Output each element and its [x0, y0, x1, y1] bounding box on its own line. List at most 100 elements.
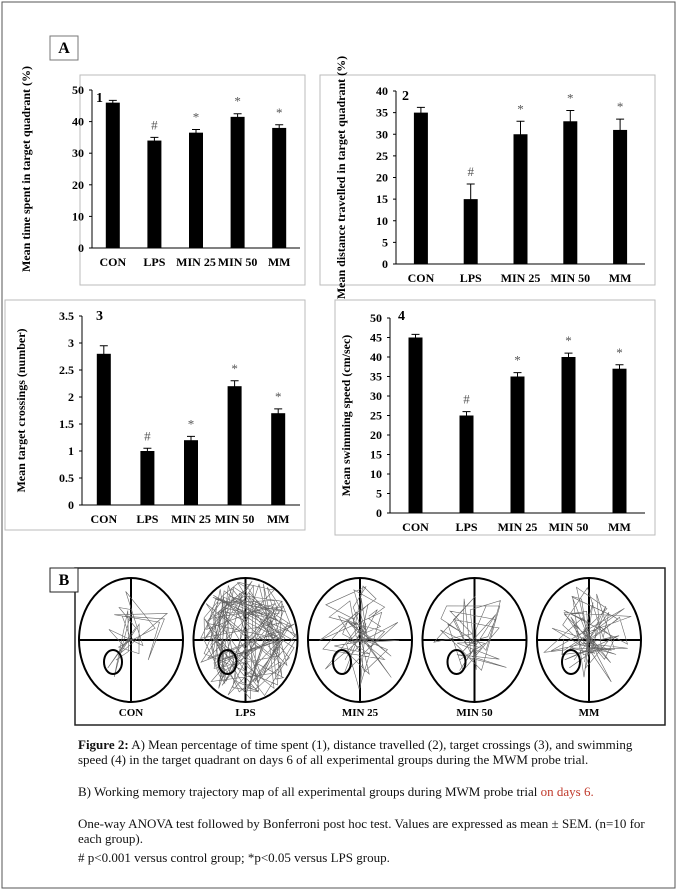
bar [514, 134, 528, 264]
figure-page: A B 010203040501Mean time spent in targe… [0, 0, 677, 890]
x-tick-label: MIN 25 [498, 520, 538, 534]
y-tick-label: 10 [370, 467, 382, 481]
x-tick-label: LPS [460, 271, 482, 285]
chart-box [320, 75, 655, 285]
significance-marker: * [193, 110, 200, 125]
x-tick-label: LPS [455, 520, 477, 534]
y-tick-label: 15 [370, 448, 382, 462]
bar [106, 103, 120, 248]
platform [448, 650, 466, 674]
x-tick-label: MIN 25 [171, 512, 211, 526]
trajectory-label: MM [579, 707, 600, 719]
x-tick-label: MIN 50 [550, 271, 590, 285]
y-tick-label: 40 [72, 115, 84, 129]
significance-marker: # [467, 164, 474, 179]
bar [271, 413, 285, 505]
significance-marker: * [565, 333, 572, 348]
platform [333, 650, 351, 674]
y-tick-label: 40 [370, 350, 382, 364]
y-tick-label: 10 [376, 214, 388, 228]
x-tick-label: MIN 25 [501, 271, 541, 285]
y-axis-label: Mean time spent in target quadrant (%) [19, 66, 33, 272]
significance-marker: * [234, 94, 241, 109]
x-tick-label: CON [408, 271, 435, 285]
platform [219, 650, 237, 674]
bar [563, 121, 577, 264]
y-tick-label: 3 [68, 336, 74, 350]
y-tick-label: 40 [376, 84, 388, 98]
caption-text: One-way ANOVA test followed by Bonferron… [78, 816, 645, 846]
bar [228, 386, 242, 505]
caption-stats: One-way ANOVA test followed by Bonferron… [78, 816, 663, 846]
y-tick-label: 45 [370, 331, 382, 345]
trajectory-label: CON [119, 707, 144, 719]
bar [414, 113, 428, 264]
x-tick-label: MM [609, 271, 632, 285]
y-axis-label: Mean swimming speed (cm/sec) [339, 335, 353, 497]
bar [562, 357, 576, 513]
x-tick-label: CON [90, 512, 117, 526]
y-tick-label: 5 [382, 235, 388, 249]
significance-marker: * [514, 353, 521, 368]
y-tick-label: 35 [376, 106, 388, 120]
bar [272, 128, 286, 248]
significance-marker: # [463, 392, 470, 407]
y-axis-label: Mean distance travelled in target quadra… [334, 56, 348, 299]
y-tick-label: 2.5 [59, 363, 74, 377]
caption-sig: # p<0.001 versus control group; *p<0.05 … [78, 850, 663, 865]
y-tick-label: 20 [370, 428, 382, 442]
y-tick-label: 35 [370, 370, 382, 384]
significance-marker: * [617, 99, 624, 114]
panel-label: B [59, 572, 70, 589]
y-tick-label: 15 [376, 192, 388, 206]
significance-marker: * [616, 345, 623, 360]
x-tick-label: LPS [136, 512, 158, 526]
panel-number: 2 [402, 89, 409, 104]
y-tick-label: 0 [68, 498, 74, 512]
x-tick-label: CON [99, 255, 126, 269]
y-tick-label: 2 [68, 390, 74, 404]
caption-highlight: on days 6. [541, 784, 594, 799]
y-tick-label: 25 [370, 409, 382, 423]
trajectory-label: MIN 25 [342, 707, 379, 719]
y-tick-label: 30 [376, 127, 388, 141]
swim-path [544, 587, 631, 682]
significance-marker: * [567, 90, 574, 105]
chart-box [335, 300, 655, 535]
significance-marker: * [517, 101, 524, 116]
panel-label: A [58, 40, 70, 57]
panel-number: 4 [398, 309, 405, 324]
significance-marker: * [275, 389, 282, 404]
y-tick-label: 0 [382, 257, 388, 271]
caption-text: A) Mean percentage of time spent (1), di… [78, 737, 632, 767]
caption-b: B) Working memory trajectory map of all … [78, 784, 663, 799]
panel-number: 3 [96, 309, 103, 324]
y-tick-label: 50 [72, 83, 84, 97]
caption-a: Figure 2: A) Mean percentage of time spe… [78, 737, 663, 767]
swim-path [434, 596, 506, 670]
bar [147, 141, 161, 248]
y-tick-label: 25 [376, 149, 388, 163]
x-tick-label: CON [402, 520, 429, 534]
x-tick-label: MM [267, 512, 290, 526]
x-tick-label: LPS [143, 255, 165, 269]
bar [613, 369, 627, 513]
significance-marker: * [231, 361, 238, 376]
y-tick-label: 0 [376, 506, 382, 520]
panel-number: 1 [96, 91, 103, 106]
bar [231, 117, 245, 248]
bar [184, 440, 198, 505]
y-axis-label: Mean target crossings (number) [14, 328, 28, 492]
y-tick-label: 20 [376, 171, 388, 185]
y-tick-label: 5 [376, 487, 382, 501]
y-tick-label: 50 [370, 311, 382, 325]
bar [97, 354, 111, 505]
y-tick-label: 1 [68, 444, 74, 458]
swim-path [108, 591, 168, 677]
significance-marker: * [276, 105, 283, 120]
y-tick-label: 3.5 [59, 309, 74, 323]
x-tick-label: MIN 50 [218, 255, 258, 269]
x-tick-label: MIN 25 [176, 255, 216, 269]
swim-path [201, 581, 296, 699]
significance-marker: # [144, 428, 151, 443]
